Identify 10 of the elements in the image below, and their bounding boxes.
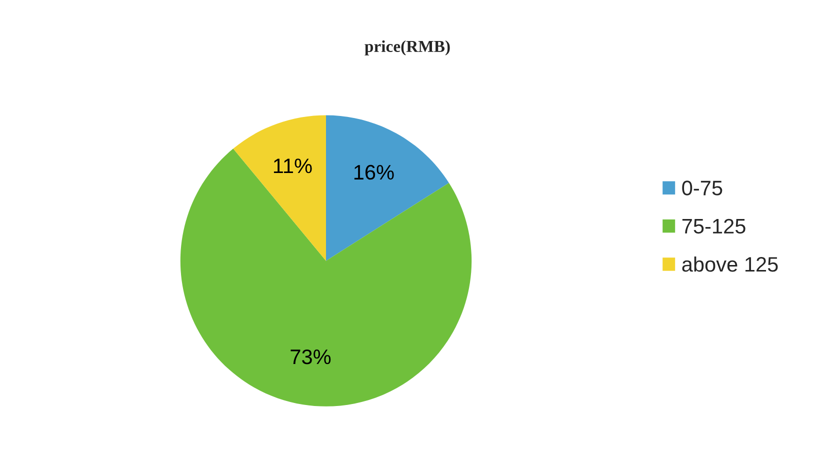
data-label: 16% xyxy=(354,164,394,180)
chart-title: price(RMB) xyxy=(364,40,450,56)
legend-label: above 125 xyxy=(682,256,778,272)
pie-slice xyxy=(180,148,472,406)
legend-label: 75-125 xyxy=(682,218,746,234)
data-label: 11% xyxy=(274,158,312,174)
pie-slice xyxy=(233,115,326,261)
pie-slice xyxy=(326,115,449,261)
data-label: 73% xyxy=(290,349,331,364)
legend-label: 0-75 xyxy=(682,180,722,196)
